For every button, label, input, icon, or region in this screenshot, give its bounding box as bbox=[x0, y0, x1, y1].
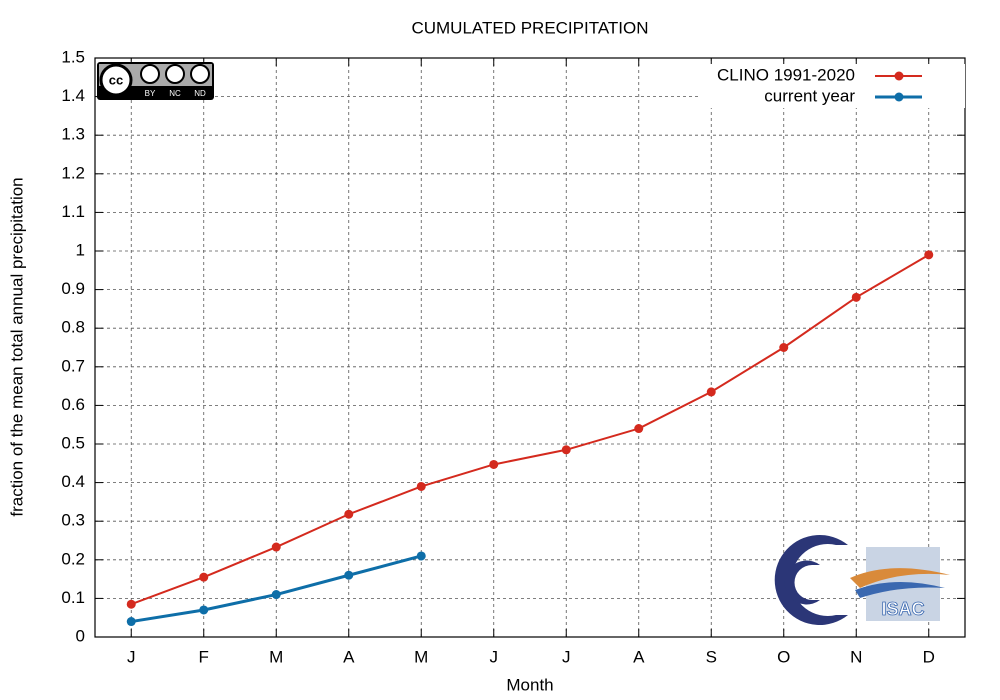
x-tick-label: M bbox=[269, 647, 283, 666]
y-tick-label: 0.8 bbox=[61, 318, 85, 337]
institute-logo: ISAC bbox=[774, 535, 950, 625]
license-text: ND bbox=[194, 89, 206, 98]
legend-marker bbox=[894, 92, 904, 102]
data-point bbox=[271, 542, 281, 552]
data-point bbox=[199, 572, 209, 582]
y-tick-label: 1.5 bbox=[61, 47, 85, 66]
legend: CLINO 1991-2020 current year bbox=[700, 64, 965, 108]
data-point bbox=[779, 343, 789, 352]
data-point bbox=[344, 509, 354, 519]
y-tick-label: 1 bbox=[76, 240, 85, 259]
data-point bbox=[126, 599, 136, 609]
data-point bbox=[706, 387, 716, 397]
data-point bbox=[851, 292, 861, 302]
data-point bbox=[344, 570, 354, 580]
data-point bbox=[561, 445, 571, 455]
data-point bbox=[126, 617, 136, 627]
data-point bbox=[924, 250, 934, 260]
y-tick-label: 0.9 bbox=[61, 279, 85, 298]
legend-label: CLINO 1991-2020 bbox=[717, 65, 855, 84]
chart-title: CUMULATED PRECIPITATION bbox=[411, 18, 648, 37]
y-tick-label: 1.4 bbox=[61, 86, 85, 105]
x-tick-label: A bbox=[633, 647, 645, 666]
x-tick-label: N bbox=[850, 647, 862, 666]
y-tick-label: 0.3 bbox=[61, 511, 85, 530]
series-line bbox=[130, 253, 930, 606]
x-axis-label: Month bbox=[506, 675, 553, 694]
y-tick-label: 0.5 bbox=[61, 433, 85, 452]
license-text: NC bbox=[169, 89, 181, 98]
license-text: cc bbox=[109, 72, 123, 87]
x-tick-label: J bbox=[127, 647, 136, 666]
x-tick-label: M bbox=[414, 647, 428, 666]
data-point bbox=[416, 551, 426, 561]
legend-label: current year bbox=[764, 86, 855, 105]
data-point bbox=[271, 590, 281, 600]
institute-text: ISAC bbox=[881, 599, 924, 619]
y-tick-label: 0.1 bbox=[61, 588, 85, 607]
y-tick-label: 0.4 bbox=[61, 472, 85, 491]
x-tick-label: D bbox=[923, 647, 935, 666]
x-tick-label: O bbox=[777, 647, 790, 666]
y-tick-label: 1.1 bbox=[61, 202, 85, 221]
license-text: BY bbox=[145, 89, 156, 98]
x-tick-label: F bbox=[199, 647, 209, 666]
legend-marker bbox=[894, 71, 904, 81]
data-point bbox=[634, 424, 644, 434]
data-point bbox=[199, 605, 209, 615]
x-tick-label: J bbox=[490, 647, 499, 666]
y-tick-label: 0 bbox=[76, 626, 85, 645]
y-tick-label: 0.6 bbox=[61, 395, 85, 414]
data-point bbox=[489, 459, 499, 469]
y-tick-label: 0.7 bbox=[61, 356, 85, 375]
data-point bbox=[416, 481, 426, 491]
x-tick-label: A bbox=[343, 647, 355, 666]
x-tick-label: S bbox=[706, 647, 717, 666]
y-tick-label: 1.3 bbox=[61, 125, 85, 144]
x-tick-label: J bbox=[562, 647, 571, 666]
y-axis-label: fraction of the mean total annual precip… bbox=[7, 177, 26, 516]
plot-frame bbox=[94, 57, 966, 638]
legend-background bbox=[700, 64, 965, 108]
y-tick-label: 0.2 bbox=[61, 549, 85, 568]
license-logo: cc BY NC ND bbox=[97, 62, 214, 100]
y-tick-label: 1.2 bbox=[61, 163, 85, 182]
